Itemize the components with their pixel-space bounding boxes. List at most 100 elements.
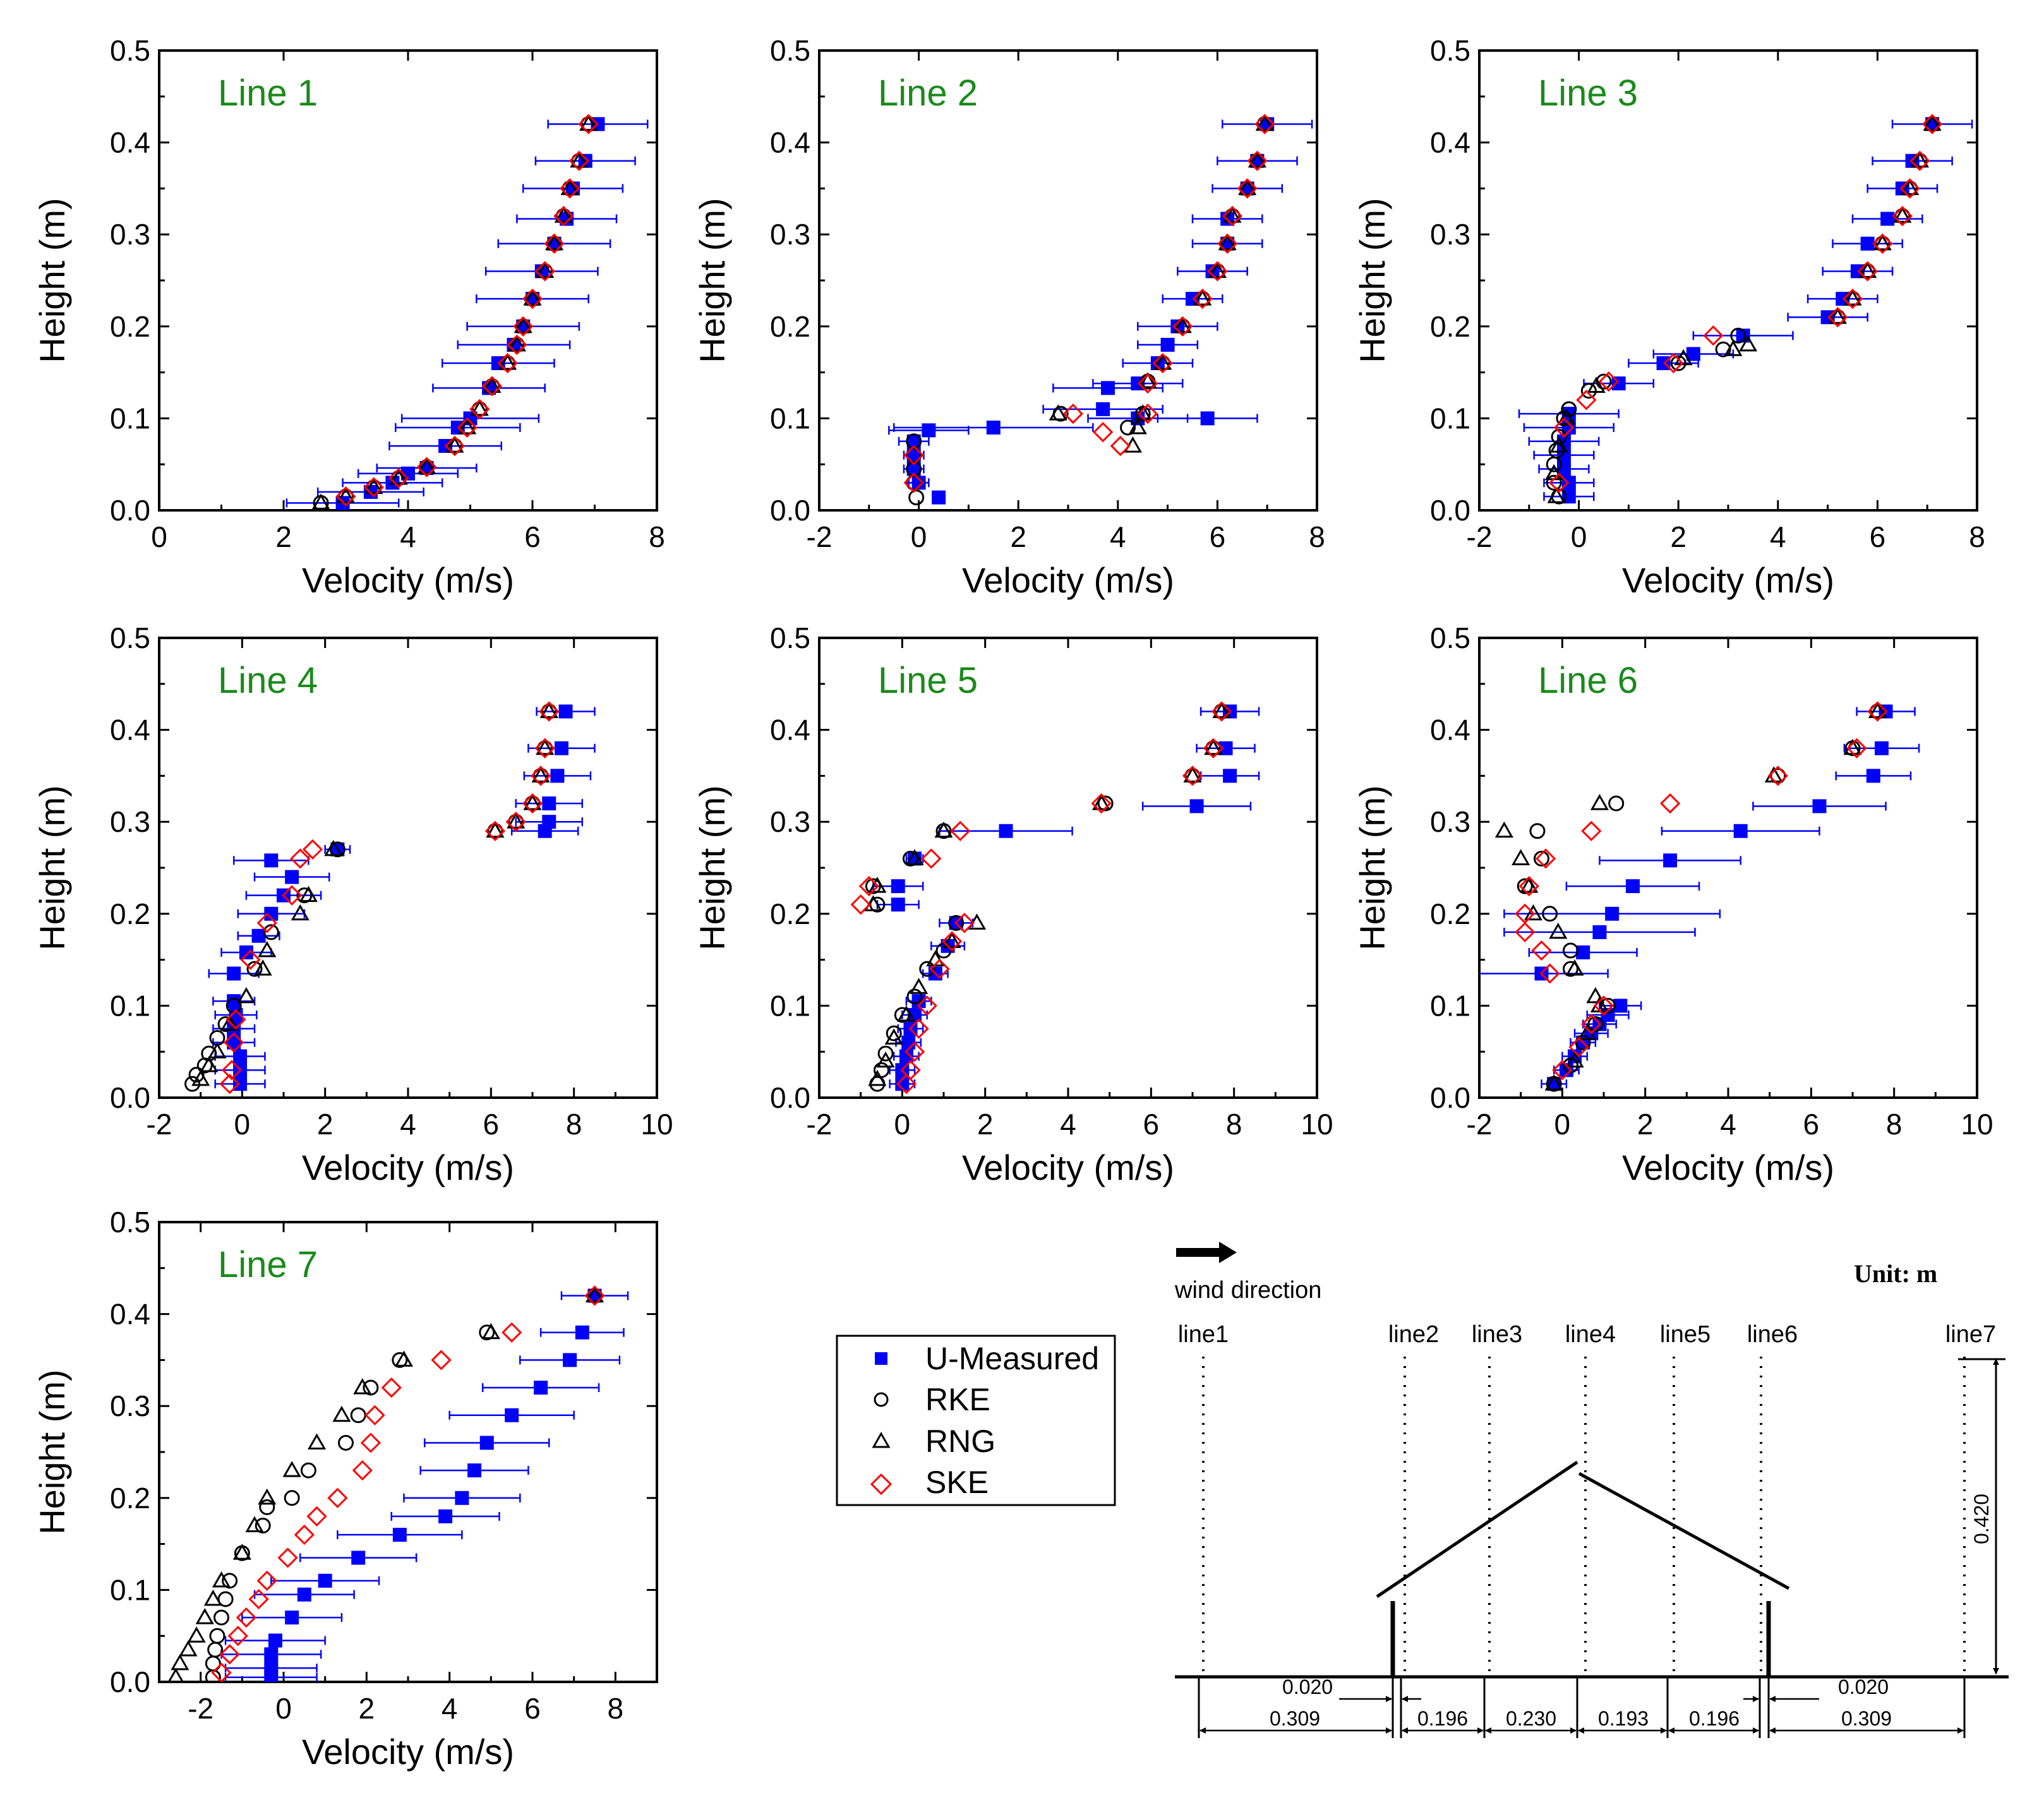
- series-rke: [1546, 116, 1940, 505]
- rke-point: [1529, 823, 1546, 839]
- series-ske: [219, 701, 560, 1095]
- series-rng: [1049, 114, 1274, 453]
- x-tick-label: 8: [1969, 520, 1985, 553]
- ske-point: [352, 1460, 373, 1481]
- x-tick-label: -2: [1467, 1108, 1493, 1141]
- rng-point: [1049, 404, 1067, 421]
- rng-point: [554, 207, 573, 223]
- rke-point: [906, 433, 922, 450]
- measured-point: [1613, 999, 1628, 1013]
- rng-point: [1520, 877, 1539, 893]
- measured-point: [264, 1661, 279, 1676]
- rng-point: [514, 316, 532, 333]
- measured-point: [563, 1353, 577, 1367]
- rng-point: [332, 1405, 351, 1422]
- ske-point: [484, 820, 506, 841]
- ske-point: [507, 334, 527, 356]
- measured-point: [1686, 347, 1700, 361]
- rng-point: [1183, 766, 1202, 783]
- rke-point: [1580, 383, 1597, 399]
- rng-point: [1587, 376, 1606, 393]
- rng-point: [1738, 335, 1758, 352]
- measured-point: [895, 1077, 910, 1091]
- series-rke: [1517, 703, 1885, 1092]
- measured-point: [268, 1633, 282, 1648]
- ske-point: [444, 435, 465, 457]
- ske-point: [248, 1588, 269, 1610]
- ske-point: [559, 178, 580, 199]
- line-label-1: line1: [1178, 1321, 1229, 1348]
- y-tick-label: 0.4: [770, 714, 810, 747]
- y-tick-label: 0.5: [770, 34, 810, 67]
- series-ske: [850, 701, 1232, 1095]
- measured-point: [479, 1436, 494, 1450]
- rng-point: [570, 151, 589, 168]
- y-tick-label: 0.2: [770, 310, 810, 343]
- rng-point: [1893, 207, 1912, 223]
- rng-point: [1565, 1051, 1584, 1068]
- rng-point: [417, 457, 436, 474]
- x-axis-label: Velocity (m/s): [962, 560, 1174, 600]
- y-tick-label: 0.3: [770, 805, 810, 838]
- rke-point: [363, 1379, 379, 1396]
- rng-point: [1828, 308, 1847, 324]
- y-tick-label: 0.4: [110, 1298, 150, 1331]
- ske-point: [1539, 963, 1560, 984]
- ske-point: [1182, 765, 1203, 786]
- rng-point: [536, 261, 555, 278]
- rke-point: [894, 1007, 910, 1023]
- x-tick-label: 6: [483, 1108, 500, 1141]
- rng-point: [282, 1461, 301, 1477]
- series-ske: [1548, 114, 1943, 493]
- y-tick-label: 0.2: [110, 310, 150, 343]
- ske-point: [1091, 793, 1112, 814]
- ske-point: [1857, 261, 1878, 282]
- rke-point: [919, 961, 935, 977]
- x-tick-label: 8: [608, 1692, 624, 1725]
- rng-point: [1858, 261, 1877, 278]
- series-rng: [191, 702, 558, 1086]
- ske-point: [929, 959, 950, 980]
- chart-panel-2: -2 0 2 4 6 8 0.0 0.1 0.2 0.3 0.4 0.5 Velocity (m/s) H…: [692, 34, 1325, 600]
- right-roof: [1578, 1472, 1790, 1590]
- series-ske: [335, 114, 599, 507]
- ske-point: [381, 1377, 402, 1398]
- legend-label-rng: RNG: [925, 1424, 995, 1459]
- ske-point: [903, 472, 924, 493]
- ske-point: [502, 1322, 522, 1343]
- measured-point: [1223, 769, 1237, 783]
- measured-point: [906, 448, 921, 462]
- rng-point: [1494, 821, 1513, 838]
- measured-point: [901, 1035, 916, 1050]
- measured-point: [558, 704, 573, 719]
- rng-point: [868, 877, 887, 893]
- rng-point: [1901, 179, 1920, 195]
- rke-point: [188, 1067, 205, 1083]
- rke-point: [906, 988, 923, 1005]
- ske-point: [505, 812, 526, 832]
- measured-point: [908, 851, 922, 866]
- x-tick-label: 6: [1143, 1108, 1160, 1141]
- series-rng: [311, 114, 598, 510]
- y-axis-label: Height (m): [32, 1369, 72, 1534]
- rke-point: [350, 1407, 366, 1424]
- panel-title: Line 6: [1538, 660, 1638, 701]
- rng-point: [1549, 922, 1568, 939]
- rng-point: [934, 821, 953, 838]
- rng-point: [336, 487, 356, 503]
- measured-point: [1605, 906, 1620, 921]
- data-points: [1518, 114, 1973, 505]
- rng-point: [1247, 151, 1267, 168]
- rng-point: [1565, 959, 1584, 976]
- measured-point: [1592, 925, 1607, 939]
- measured-point: [906, 434, 921, 448]
- rke-point: [1730, 327, 1746, 344]
- measured-point: [1866, 769, 1880, 783]
- rng-point: [486, 821, 505, 838]
- x-axis-label: Velocity (m/s): [302, 560, 514, 600]
- data-points: [850, 701, 1260, 1095]
- rng-point: [560, 179, 579, 195]
- rke-point: [1600, 997, 1616, 1014]
- series-ske: [903, 114, 1275, 493]
- ske-point: [1842, 288, 1863, 309]
